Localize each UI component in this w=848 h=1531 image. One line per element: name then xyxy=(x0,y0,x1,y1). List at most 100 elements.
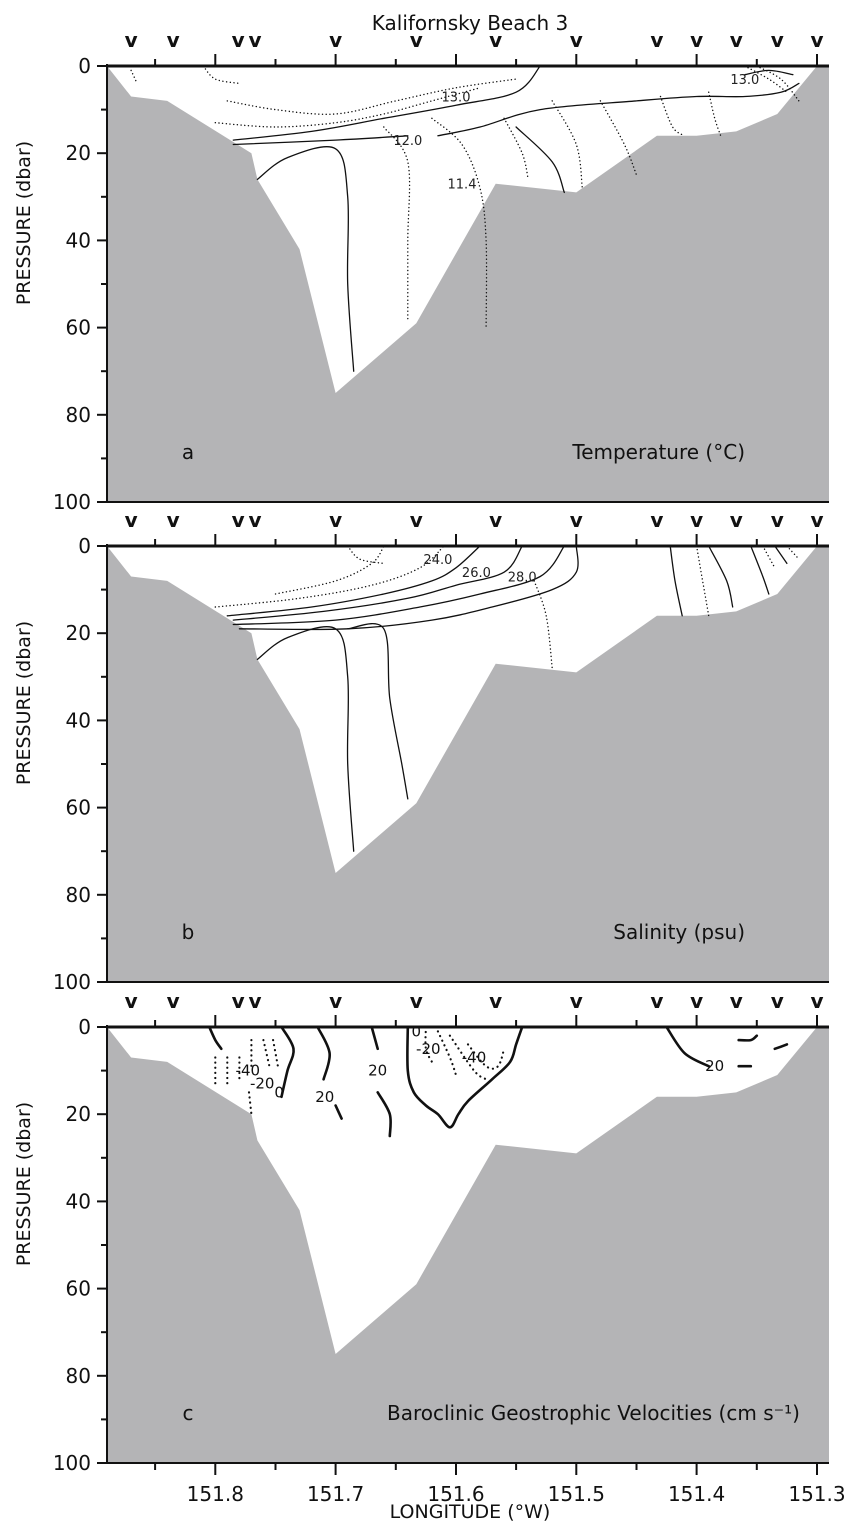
y-tick-label: 0 xyxy=(78,534,91,558)
bottom-topography xyxy=(107,66,829,502)
station-marker: v xyxy=(125,989,138,1013)
y-tick-label: 60 xyxy=(66,796,91,820)
dotted-contour-14 xyxy=(214,87,481,128)
contour-label-0: 13.0 xyxy=(442,91,471,106)
panel-letter: b xyxy=(182,920,195,944)
solid-contour-1 xyxy=(280,1025,295,1099)
solid-contour-5 xyxy=(347,623,409,800)
y-tick-label: 40 xyxy=(66,228,91,252)
x-tick-label: 151.3 xyxy=(788,1482,845,1506)
contour-label-0: 24.0 xyxy=(423,553,452,568)
station-marker: v xyxy=(125,508,138,532)
dotted-contour-13 xyxy=(226,78,517,116)
y-tick-label: 100 xyxy=(53,1451,91,1475)
station-marker: v xyxy=(570,508,583,532)
solid-contour-4 xyxy=(256,626,355,852)
panel-caption: Baroclinic Geostrophic Velocities (cm s⁻… xyxy=(387,1401,800,1425)
y-tick-label: 100 xyxy=(53,490,91,514)
solid-contour-2 xyxy=(316,1025,331,1081)
bottom-topography xyxy=(107,1027,829,1463)
y-tick-label: 40 xyxy=(66,1189,91,1213)
contour-label-2: 28.0 xyxy=(508,571,537,586)
station-marker: v xyxy=(248,28,261,52)
station-marker: v xyxy=(730,508,743,532)
dotted-contour-11 xyxy=(274,545,385,595)
x-tick-label: 151.4 xyxy=(668,1482,725,1506)
dotted-contour-13 xyxy=(533,580,553,669)
panel-letter: c xyxy=(183,1401,194,1425)
contour-label-3: 20 xyxy=(315,1088,334,1106)
station-marker: v xyxy=(489,28,502,52)
solid-contour-4 xyxy=(256,146,355,372)
x-tick-label: 151.8 xyxy=(187,1482,244,1506)
contour-label-2: 0 xyxy=(274,1083,284,1101)
station-marker: v xyxy=(810,508,823,532)
contour-label-1: -20 xyxy=(250,1075,275,1093)
station-marker: v xyxy=(232,508,245,532)
panel-caption: Salinity (psu) xyxy=(613,920,745,944)
station-marker: v xyxy=(167,508,180,532)
station-marker: v xyxy=(771,989,784,1013)
dotted-contour-20 xyxy=(448,1034,488,1081)
dotted-contour-10 xyxy=(599,100,638,176)
dotted-contour-15 xyxy=(262,1039,271,1068)
x-tick-label: 151.5 xyxy=(548,1482,605,1506)
y-tick-label: 40 xyxy=(66,708,91,732)
chart-title: Kalifornsky Beach 3 xyxy=(372,11,568,35)
solid-contour-0 xyxy=(232,65,541,141)
station-marker: v xyxy=(690,989,703,1013)
y-tick-label: 20 xyxy=(66,1102,91,1126)
station-marker: v xyxy=(248,989,261,1013)
station-marker: v xyxy=(329,28,342,52)
contour-label-4: 20 xyxy=(368,1062,387,1080)
station-marker: v xyxy=(167,989,180,1013)
station-marker: v xyxy=(730,28,743,52)
x-tick-label: 151.6 xyxy=(427,1482,484,1506)
panel-letter: a xyxy=(182,440,194,464)
station-marker: v xyxy=(489,989,502,1013)
solid-contour-6 xyxy=(669,545,683,617)
dotted-contour-9 xyxy=(551,100,583,189)
dotted-contour-19 xyxy=(436,1030,458,1077)
dotted-contour-15 xyxy=(762,545,776,569)
station-marker: v xyxy=(650,28,663,52)
dotted-contour-16 xyxy=(202,65,241,85)
station-marker: v xyxy=(570,989,583,1013)
contour-label-1: 26.0 xyxy=(462,566,491,581)
solid-contour-1 xyxy=(232,545,523,621)
solid-contour-1 xyxy=(232,135,409,146)
solid-contour-3 xyxy=(515,126,565,194)
dotted-contour-18 xyxy=(424,1025,433,1063)
bottom-topography xyxy=(107,546,829,982)
station-marker: v xyxy=(232,28,245,52)
solid-contour-4 xyxy=(370,1025,379,1051)
solid-contour-5 xyxy=(376,1091,392,1138)
station-marker: v xyxy=(410,28,423,52)
station-marker: v xyxy=(125,28,138,52)
y-axis-label: PRESSURE (dbar) xyxy=(13,1102,35,1266)
contour-label-6: -20 xyxy=(416,1040,441,1058)
station-marker: v xyxy=(730,989,743,1013)
y-tick-label: 80 xyxy=(66,1364,91,1388)
solid-contour-0 xyxy=(208,1025,223,1051)
station-marker: v xyxy=(810,989,823,1013)
dotted-contour-12 xyxy=(708,91,722,137)
station-marker: v xyxy=(690,508,703,532)
y-tick-label: 60 xyxy=(66,1277,91,1301)
contour-label-8: 20 xyxy=(705,1057,724,1075)
station-marker: v xyxy=(570,28,583,52)
x-tick-label: 151.7 xyxy=(307,1482,364,1506)
solid-contour-2 xyxy=(232,545,565,626)
station-marker: v xyxy=(167,28,180,52)
dotted-contour-15 xyxy=(130,69,138,85)
solid-contour-10 xyxy=(773,1043,789,1051)
contour-label-2: 11.4 xyxy=(448,178,477,193)
station-marker: v xyxy=(329,989,342,1013)
solid-contour-7 xyxy=(665,1025,710,1068)
contour-label-5: 0 xyxy=(412,1022,422,1040)
station-marker: v xyxy=(810,28,823,52)
